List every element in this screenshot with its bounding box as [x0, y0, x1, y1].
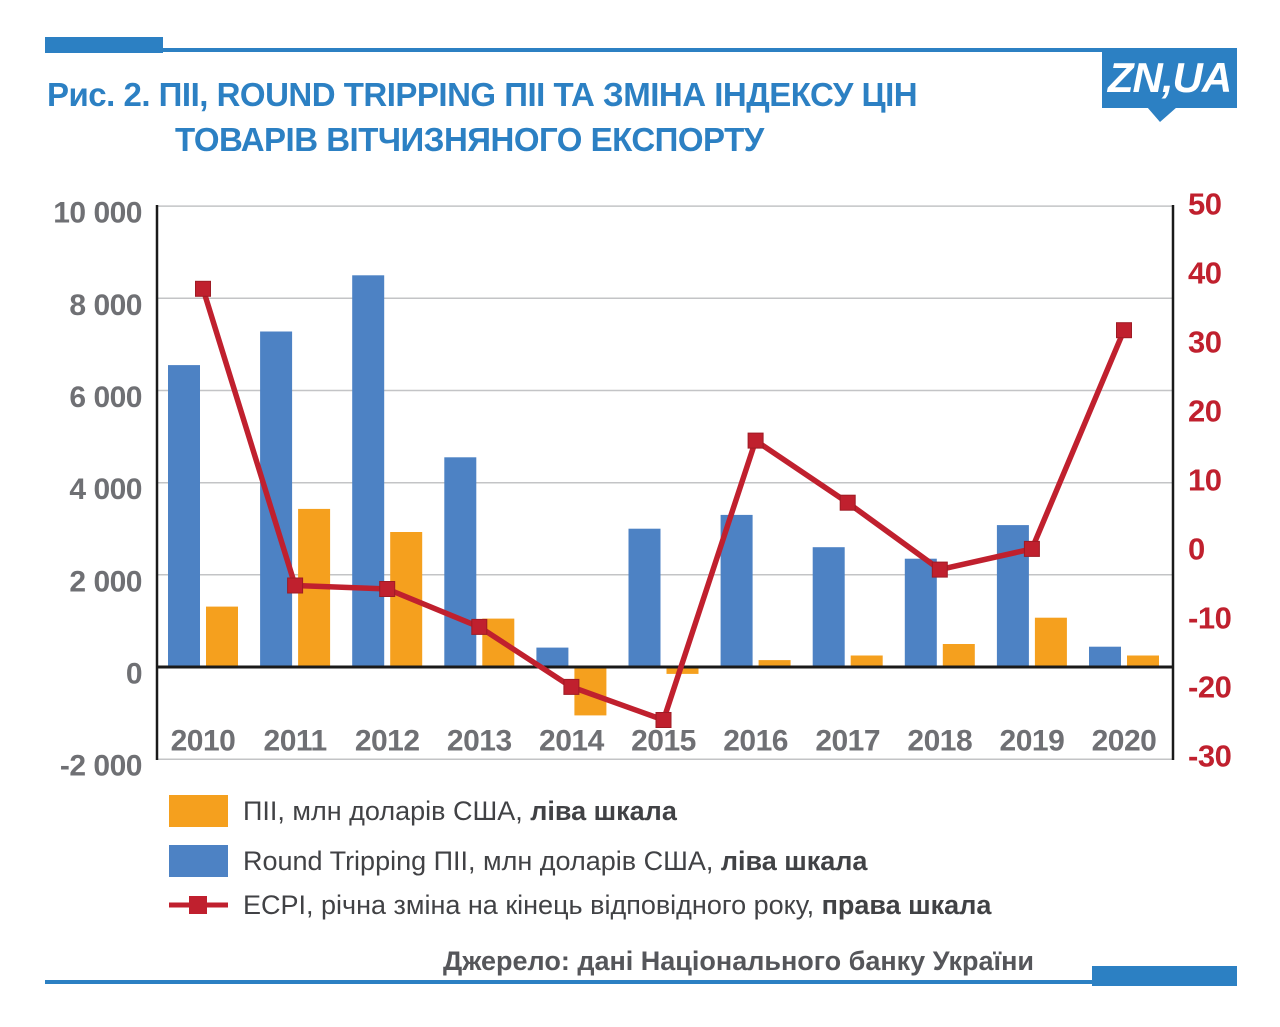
- right-axis-tick-label: 50: [1188, 187, 1221, 222]
- bar-round-tripping-2017: [812, 547, 845, 667]
- bar-pii-2016: [758, 660, 791, 667]
- bar-pii-2018: [942, 644, 975, 667]
- left-axis-tick-label: 6 000: [69, 381, 142, 414]
- legend-ecpi-line-marker-icon: [169, 896, 228, 914]
- ecpi-marker-2013: [471, 618, 488, 635]
- x-axis-year-label: 2020: [1092, 725, 1157, 758]
- bar-pii-2010: [206, 606, 238, 667]
- right-axis-tick-label: -30: [1188, 739, 1231, 774]
- ecpi-marker-2020: [1116, 322, 1132, 339]
- legend-item-round-tripping: Round Tripping ПІІ, млн доларів США, лів…: [169, 839, 867, 883]
- legend-label-ecpi: ECPI, річна зміна на кінець відповідного…: [243, 889, 992, 920]
- ecpi-marker-2011: [287, 577, 304, 594]
- ecpi-marker-2019: [1023, 540, 1040, 557]
- bar-round-tripping-2012: [352, 275, 385, 667]
- znua-logo-text: ZN,UA: [1107, 54, 1232, 101]
- legend-label-pii: ПІІ, млн доларів США, ліва шкала: [243, 795, 677, 826]
- right-axis-tick-label: 10: [1188, 463, 1221, 498]
- header-accent-bar: [45, 37, 163, 53]
- source-text: Джерело: дані Національного банку Україн…: [443, 946, 1034, 976]
- footer-rule: [45, 980, 1237, 984]
- znua-logo: ZN,UA: [1102, 48, 1237, 108]
- legend-item-ecpi: ECPI, річна зміна на кінець відповідного…: [169, 883, 991, 927]
- bar-round-tripping-2013: [444, 457, 477, 667]
- ecpi-marker-2012: [379, 581, 396, 597]
- bar-round-tripping-2016: [720, 514, 753, 667]
- bar-round-tripping-2020: [1089, 646, 1121, 667]
- ecpi-marker-2016: [747, 432, 764, 449]
- ecpi-marker-2014: [563, 678, 580, 695]
- bar-round-tripping-2011: [260, 331, 293, 667]
- bar-round-tripping-2010: [168, 365, 200, 667]
- bar-pii-2017: [850, 655, 883, 667]
- legend-swatch-pii: [169, 795, 228, 827]
- x-axis-year-label: 2011: [264, 725, 327, 758]
- left-axis-tick-label: 0: [126, 658, 142, 691]
- legend-label-round-tripping: Round Tripping ПІІ, млн доларів США, лів…: [243, 845, 868, 876]
- left-axis-tick-label: 2 000: [69, 565, 142, 598]
- ecpi-marker-2015: [655, 712, 672, 728]
- bar-round-tripping-2015: [628, 528, 661, 667]
- x-axis-year-label: 2019: [1000, 725, 1065, 758]
- right-axis-tick-label: -10: [1188, 601, 1231, 636]
- left-axis-tick-label: -2 000: [60, 750, 142, 783]
- left-axis-tick-label: 8 000: [69, 289, 142, 322]
- left-axis-tick-label: 10 000: [53, 197, 142, 230]
- x-axis-year-label: 2010: [171, 725, 236, 758]
- right-axis-tick-label: 20: [1188, 394, 1221, 429]
- x-axis-year-label: 2017: [815, 725, 880, 758]
- legend-swatch-round-tripping: [169, 845, 228, 877]
- x-axis-year-label: 2014: [539, 725, 605, 758]
- x-axis-year-label: 2013: [447, 725, 512, 758]
- footer-accent-bar: [1092, 966, 1237, 986]
- x-axis-year-label: 2012: [355, 725, 420, 758]
- ecpi-marker-2018: [931, 561, 948, 578]
- bar-pii-2013: [482, 618, 515, 667]
- figure-title: Рис. 2. ПІІ, ROUND TRIPPING ПІІ ТА ЗМІНА…: [47, 72, 918, 162]
- x-axis-year-label: 2016: [723, 725, 788, 758]
- figure-title-line1: Рис. 2. ПІІ, ROUND TRIPPING ПІІ ТА ЗМІНА…: [47, 76, 918, 113]
- znua-logo-tail: [1147, 107, 1177, 122]
- legend-item-pii: ПІІ, млн доларів США, ліва шкала: [169, 789, 677, 833]
- right-axis-tick-label: 40: [1188, 256, 1221, 291]
- right-axis-tick-label: 0: [1188, 532, 1205, 567]
- bar-pii-2020: [1127, 655, 1159, 667]
- ecpi-marker-2017: [839, 494, 856, 511]
- x-axis-year-label: 2015: [631, 725, 696, 758]
- bar-round-tripping-2018: [904, 558, 937, 667]
- header-rule: [163, 48, 1102, 52]
- bar-pii-2019: [1034, 617, 1067, 667]
- ecpi-marker-2010: [195, 280, 211, 297]
- left-axis-tick-label: 4 000: [69, 473, 142, 506]
- right-axis-tick-label: -20: [1188, 670, 1231, 705]
- x-axis-year-label: 2018: [907, 725, 972, 758]
- ecpi-line: [200, 287, 1127, 723]
- bar-round-tripping-2014: [536, 647, 569, 667]
- figure-title-line2: ТОВАРІВ ВІТЧИЗНЯНОГО ЕКСПОРТУ: [175, 121, 764, 158]
- right-axis-tick-label: 30: [1188, 325, 1221, 360]
